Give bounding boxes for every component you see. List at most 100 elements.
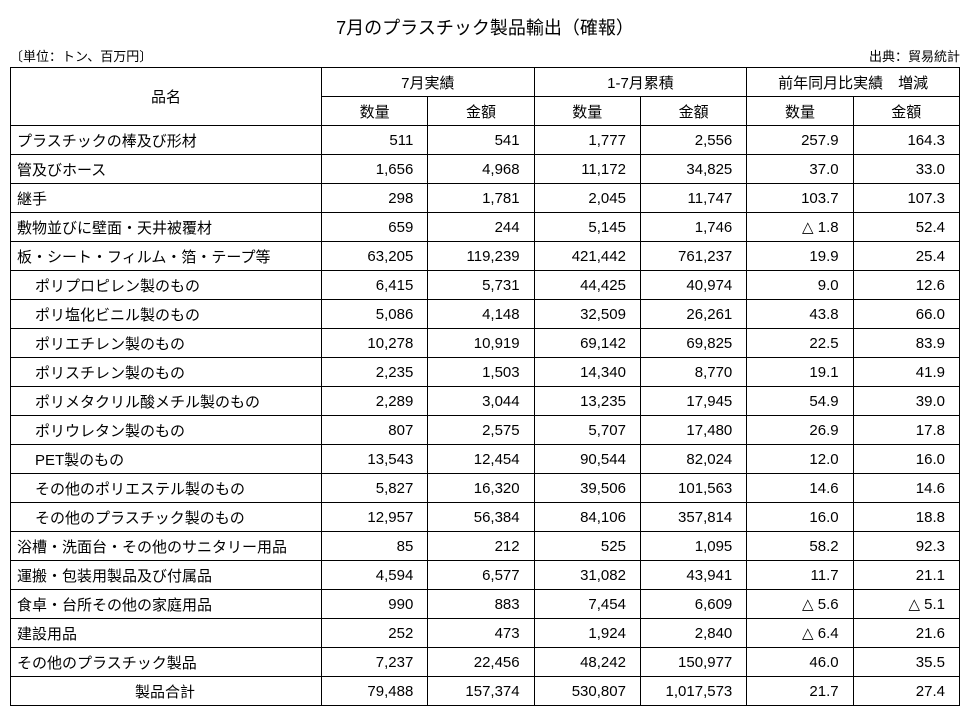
row-value: 6,415 — [321, 271, 427, 300]
row-value: 4,968 — [428, 155, 534, 184]
row-value: 2,556 — [640, 126, 746, 155]
row-value: 33.0 — [853, 155, 959, 184]
table-row: 敷物並びに壁面・天井被覆材6592445,1451,746△ 1.852.4 — [11, 213, 960, 242]
row-name: ポリエチレン製のもの — [11, 329, 322, 358]
row-value: 39,506 — [534, 474, 640, 503]
row-value: 807 — [321, 416, 427, 445]
table-row: その他のプラスチック製のもの12,95756,38484,106357,8141… — [11, 503, 960, 532]
table-row: その他のポリエステル製のもの5,82716,32039,506101,56314… — [11, 474, 960, 503]
row-value: △ 5.1 — [853, 590, 959, 619]
row-value: 17,945 — [640, 387, 746, 416]
row-value: 150,977 — [640, 648, 746, 677]
row-value: 2,575 — [428, 416, 534, 445]
total-value: 21.7 — [747, 677, 853, 706]
row-value: 40,974 — [640, 271, 746, 300]
row-value: 357,814 — [640, 503, 746, 532]
table-body: プラスチックの棒及び形材5115411,7772,556257.9164.3管及… — [11, 126, 960, 706]
row-value: 83.9 — [853, 329, 959, 358]
row-value: 43.8 — [747, 300, 853, 329]
total-value: 1,017,573 — [640, 677, 746, 706]
row-value: 63,205 — [321, 242, 427, 271]
row-value: 9.0 — [747, 271, 853, 300]
row-value: 473 — [428, 619, 534, 648]
table-row: その他のプラスチック製品7,23722,45648,242150,97746.0… — [11, 648, 960, 677]
table-row: 食卓・台所その他の家庭用品9908837,4546,609△ 5.6△ 5.1 — [11, 590, 960, 619]
row-name: 板・シート・フィルム・箔・テープ等 — [11, 242, 322, 271]
row-value: 43,941 — [640, 561, 746, 590]
row-name: 浴槽・洗面台・その他のサニタリー用品 — [11, 532, 322, 561]
row-name: ポリウレタン製のもの — [11, 416, 322, 445]
row-value: 5,707 — [534, 416, 640, 445]
row-value: 54.9 — [747, 387, 853, 416]
row-value: 22.5 — [747, 329, 853, 358]
row-value: 541 — [428, 126, 534, 155]
table-row: 板・シート・フィルム・箔・テープ等63,205119,239421,442761… — [11, 242, 960, 271]
source-label: 出典：貿易統計 — [869, 46, 960, 65]
row-value: 19.1 — [747, 358, 853, 387]
table-row: ポリエチレン製のもの10,27810,91969,14269,82522.583… — [11, 329, 960, 358]
row-value: 17,480 — [640, 416, 746, 445]
table-row: 運搬・包装用製品及び付属品4,5946,57731,08243,94111.72… — [11, 561, 960, 590]
row-value: 761,237 — [640, 242, 746, 271]
header-group-2: 前年同月比実績 増減 — [747, 68, 960, 97]
row-value: 26.9 — [747, 416, 853, 445]
row-value: 1,656 — [321, 155, 427, 184]
row-name: その他のプラスチック製品 — [11, 648, 322, 677]
row-value: 25.4 — [853, 242, 959, 271]
row-value: 18.8 — [853, 503, 959, 532]
row-value: 5,827 — [321, 474, 427, 503]
header-sub-amt-1: 金額 — [640, 97, 746, 126]
row-value: 17.8 — [853, 416, 959, 445]
row-value: 257.9 — [747, 126, 853, 155]
table-row: ポリスチレン製のもの2,2351,50314,3408,77019.141.9 — [11, 358, 960, 387]
row-value: △ 5.6 — [747, 590, 853, 619]
row-value: 244 — [428, 213, 534, 242]
row-value: 21.6 — [853, 619, 959, 648]
row-name: ポリメタクリル酸メチル製のもの — [11, 387, 322, 416]
row-value: 298 — [321, 184, 427, 213]
row-value: 11,747 — [640, 184, 746, 213]
table-row: 浴槽・洗面台・その他のサニタリー用品852125251,09558.292.3 — [11, 532, 960, 561]
row-value: 12.0 — [747, 445, 853, 474]
row-value: 2,289 — [321, 387, 427, 416]
row-value: 34,825 — [640, 155, 746, 184]
row-value: 22,456 — [428, 648, 534, 677]
table-row: 建設用品2524731,9242,840△ 6.421.6 — [11, 619, 960, 648]
row-value: 82,024 — [640, 445, 746, 474]
table-row: プラスチックの棒及び形材5115411,7772,556257.9164.3 — [11, 126, 960, 155]
row-value: 56,384 — [428, 503, 534, 532]
row-value: △ 6.4 — [747, 619, 853, 648]
row-value: 252 — [321, 619, 427, 648]
row-value: 66.0 — [853, 300, 959, 329]
row-value: 13,235 — [534, 387, 640, 416]
row-value: 46.0 — [747, 648, 853, 677]
row-value: 119,239 — [428, 242, 534, 271]
row-value: 16,320 — [428, 474, 534, 503]
table-row: ポリウレタン製のもの8072,5755,70717,48026.917.8 — [11, 416, 960, 445]
row-value: 212 — [428, 532, 534, 561]
row-value: 69,825 — [640, 329, 746, 358]
row-value: 44,425 — [534, 271, 640, 300]
row-value: 26,261 — [640, 300, 746, 329]
total-value: 157,374 — [428, 677, 534, 706]
row-value: 16.0 — [747, 503, 853, 532]
row-value: 52.4 — [853, 213, 959, 242]
row-value: 5,086 — [321, 300, 427, 329]
row-value: 990 — [321, 590, 427, 619]
header-group-1: 1-7月累積 — [534, 68, 747, 97]
row-value: 2,840 — [640, 619, 746, 648]
row-value: 6,609 — [640, 590, 746, 619]
row-value: 883 — [428, 590, 534, 619]
unit-label: 〔単位：トン、百万円〕 — [10, 46, 152, 65]
row-value: 84,106 — [534, 503, 640, 532]
row-value: 1,781 — [428, 184, 534, 213]
row-value: 1,924 — [534, 619, 640, 648]
header-sub-amt-0: 金額 — [428, 97, 534, 126]
row-value: 14.6 — [747, 474, 853, 503]
row-value: 12,454 — [428, 445, 534, 474]
row-value: 14.6 — [853, 474, 959, 503]
row-value: 8,770 — [640, 358, 746, 387]
row-name: ポリスチレン製のもの — [11, 358, 322, 387]
row-name: ポリプロピレン製のもの — [11, 271, 322, 300]
row-name: 管及びホース — [11, 155, 322, 184]
